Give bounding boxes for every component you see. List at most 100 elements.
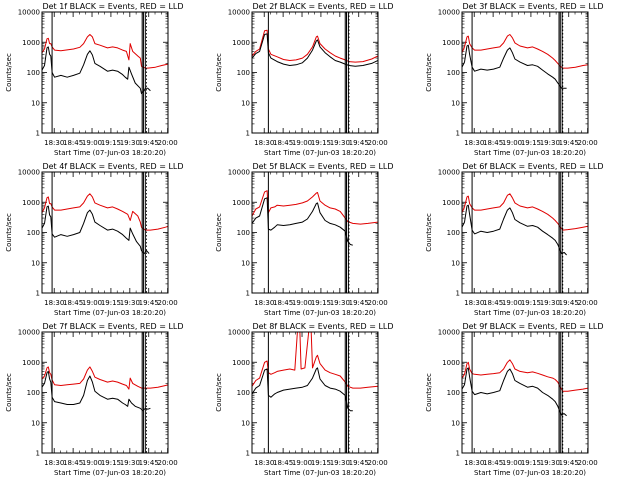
y-tick-label: 1000 [22, 199, 40, 207]
x-tick-label: 19:30 [120, 459, 140, 467]
y-tick-label: 1 [456, 290, 460, 298]
x-tick-label: 19:45 [139, 459, 159, 467]
x-axis-label: Start Time (07-Jun-03 18:20:20) [474, 469, 586, 477]
events-series-line [252, 367, 353, 412]
x-tick-label: 19:30 [120, 139, 140, 147]
x-axis-label: Start Time (07-Jun-03 18:20:20) [264, 469, 376, 477]
panel-title: Det 2f BLACK = Events, RED = LLD [252, 2, 393, 11]
events-series-line [462, 367, 567, 417]
x-tick-label: 19:15 [311, 459, 331, 467]
y-axis-label: Counts/sec [425, 213, 433, 252]
y-axis-label: Counts/sec [215, 53, 223, 92]
x-tick-label: 19:15 [101, 139, 121, 147]
y-tick-label: 10000 [228, 169, 250, 177]
x-tick-label: 19:15 [521, 299, 541, 307]
plot-area [42, 34, 168, 95]
y-tick-label: 10 [31, 419, 40, 427]
x-tick-label: 19:15 [311, 299, 331, 307]
panel-3: Det 3f BLACK = Events, RED = LLD Counts/s… [425, 2, 604, 157]
y-axis-label: Counts/sec [215, 213, 223, 252]
y-tick-label: 1 [36, 130, 40, 138]
y-tick-label: 10000 [438, 169, 460, 177]
panel-8: Det 8f BLACK = Events, RED = LLD Counts/s… [215, 322, 394, 477]
plot-frame [41, 11, 169, 134]
x-axis-label: Start Time (07-Jun-03 18:20:20) [54, 469, 166, 477]
y-tick-label: 100 [237, 69, 250, 77]
x-tick-label: 18:30 [464, 139, 484, 147]
y-tick-label: 100 [27, 229, 40, 237]
x-tick-label: 19:15 [521, 139, 541, 147]
panel-6: Det 6f BLACK = Events, RED = LLD Counts/s… [425, 162, 604, 317]
y-tick-label: 10000 [18, 329, 40, 337]
y-tick-label: 1 [456, 450, 460, 458]
y-tick-label: 1000 [232, 199, 250, 207]
x-tick-label: 19:00 [82, 299, 102, 307]
y-tick-label: 1 [246, 450, 250, 458]
x-tick-label: 20:00 [368, 459, 388, 467]
events-series-line [462, 204, 567, 256]
x-tick-label: 18:45 [273, 299, 293, 307]
x-axis-label: Start Time (07-Jun-03 18:20:20) [264, 309, 376, 317]
panel-2: Det 2f BLACK = Events, RED = LLD Counts/s… [215, 2, 394, 157]
x-tick-label: 19:45 [139, 299, 159, 307]
y-tick-label: 1 [36, 450, 40, 458]
plot-frame [41, 171, 169, 294]
panel-7: Det 7f BLACK = Events, RED = LLD Counts/s… [5, 322, 184, 477]
y-axis-label: Counts/sec [5, 213, 13, 252]
y-axis-label: Counts/sec [5, 373, 13, 412]
y-tick-label: 100 [447, 389, 460, 397]
y-tick-label: 10000 [438, 329, 460, 337]
panel-1: Det 1f BLACK = Events, RED = LLD Counts/s… [5, 2, 184, 157]
x-axis-label: Start Time (07-Jun-03 18:20:20) [54, 149, 166, 157]
y-tick-label: 1000 [232, 359, 250, 367]
panel-title: Det 1f BLACK = Events, RED = LLD [42, 2, 183, 11]
x-tick-label: 18:45 [483, 459, 503, 467]
panel-title: Det 7f BLACK = Events, RED = LLD [42, 322, 183, 331]
panel-title: Det 8f BLACK = Events, RED = LLD [252, 322, 393, 331]
plot-frame [251, 171, 379, 294]
x-tick-label: 18:30 [254, 299, 274, 307]
plot-frame [251, 331, 379, 454]
y-axis-label: Counts/sec [425, 53, 433, 92]
panel-title: Det 9f BLACK = Events, RED = LLD [462, 322, 603, 331]
y-tick-label: 1 [36, 290, 40, 298]
plot-area [42, 366, 168, 412]
y-tick-label: 10 [31, 259, 40, 267]
plot-area [252, 29, 378, 67]
x-tick-label: 19:00 [292, 459, 312, 467]
x-tick-label: 19:00 [502, 459, 522, 467]
events-series-line [42, 370, 151, 412]
x-tick-label: 19:45 [559, 139, 579, 147]
y-tick-label: 1000 [22, 359, 40, 367]
x-tick-label: 20:00 [158, 459, 178, 467]
lld-series-line [42, 193, 168, 231]
y-tick-label: 100 [237, 229, 250, 237]
plot-frame [461, 171, 589, 294]
y-tick-label: 1000 [22, 39, 40, 47]
plot-frame [461, 11, 589, 134]
x-tick-label: 19:15 [311, 139, 331, 147]
y-tick-label: 100 [447, 229, 460, 237]
x-tick-label: 18:30 [44, 139, 64, 147]
x-tick-label: 19:15 [101, 299, 121, 307]
x-tick-label: 18:30 [44, 299, 64, 307]
events-series-line [42, 46, 151, 95]
x-tick-label: 18:45 [63, 299, 83, 307]
x-tick-label: 20:00 [578, 299, 598, 307]
y-tick-label: 10 [451, 259, 460, 267]
panel-9: Det 9f BLACK = Events, RED = LLD Counts/s… [425, 322, 604, 477]
events-series-line [462, 44, 567, 89]
y-tick-label: 10 [451, 99, 460, 107]
y-axis-label: Counts/sec [425, 373, 433, 412]
panel-title: Det 5f BLACK = Events, RED = LLD [252, 162, 393, 171]
x-axis-label: Start Time (07-Jun-03 18:20:20) [54, 309, 166, 317]
x-tick-label: 20:00 [158, 139, 178, 147]
x-tick-label: 19:30 [330, 139, 350, 147]
plot-frame [251, 11, 379, 134]
x-axis-label: Start Time (07-Jun-03 18:20:20) [264, 149, 376, 157]
y-tick-label: 1 [246, 290, 250, 298]
events-series-line [42, 205, 150, 255]
x-tick-label: 19:00 [502, 299, 522, 307]
x-tick-label: 19:45 [559, 299, 579, 307]
x-tick-label: 18:30 [464, 459, 484, 467]
